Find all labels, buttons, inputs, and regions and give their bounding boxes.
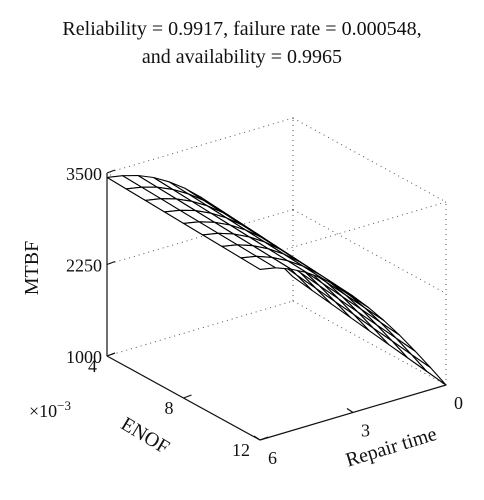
box-edge bbox=[106, 117, 294, 174]
box-edge bbox=[106, 300, 294, 357]
chart-title-line-1: Reliability = 0.9917, failure rate = 0.0… bbox=[62, 18, 422, 40]
x-tick-label: 6 bbox=[268, 448, 277, 468]
x-tick-label: 3 bbox=[361, 421, 370, 441]
surface-cell bbox=[240, 255, 277, 270]
y-tick-label: 12 bbox=[232, 440, 250, 460]
box-edge bbox=[292, 209, 447, 294]
box-edge bbox=[292, 117, 447, 203]
surface-cell bbox=[410, 353, 447, 386]
tick-labels: 1000 2250 3500 4 8 12 0 3 6 bbox=[66, 164, 463, 468]
chart-title-line-2: and availability = 0.9965 bbox=[141, 46, 343, 68]
box-edge bbox=[292, 300, 447, 386]
y-tick bbox=[259, 436, 269, 441]
y-tick-label: 8 bbox=[165, 398, 174, 418]
z-axis-label: MTBF bbox=[21, 241, 43, 295]
y-axis-label: ENOF bbox=[117, 413, 173, 459]
x-tick-label: 0 bbox=[454, 393, 463, 413]
surface-mesh bbox=[106, 174, 447, 386]
axis-lines bbox=[106, 169, 447, 441]
y-tick bbox=[106, 352, 116, 357]
z-tick bbox=[106, 169, 116, 174]
z-tick-label: 1000 bbox=[66, 347, 102, 367]
x-axis-label: Repair time bbox=[343, 423, 439, 472]
x-tick bbox=[439, 380, 447, 386]
y-tick bbox=[183, 394, 192, 399]
y-axis-scale-multiplier: ×10−3 bbox=[29, 398, 71, 422]
z-tick-label: 3500 bbox=[66, 164, 102, 184]
z-tick-label: 2250 bbox=[66, 256, 102, 276]
x-tick bbox=[253, 435, 261, 441]
z-tick bbox=[106, 260, 116, 266]
x-tick bbox=[346, 408, 354, 413]
y-tick-label: 4 bbox=[88, 356, 97, 376]
box-edge bbox=[259, 201, 447, 258]
